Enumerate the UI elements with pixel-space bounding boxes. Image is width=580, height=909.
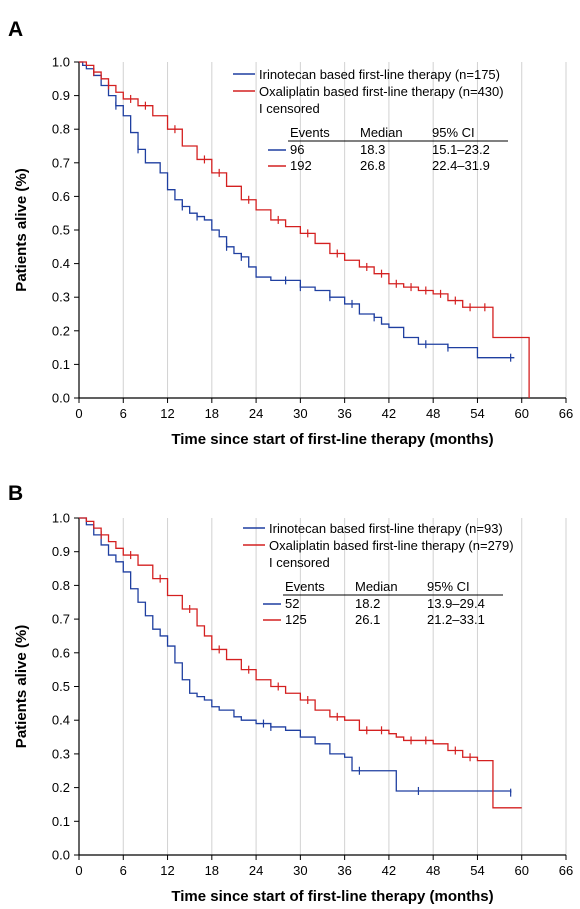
y-axis-title: Patients alive (%) [13, 168, 30, 291]
x-tick-label: 0 [75, 406, 82, 421]
y-tick-label: 0.0 [52, 848, 70, 863]
y-tick-label: 0.7 [52, 155, 70, 170]
x-tick-label: 54 [470, 406, 484, 421]
x-tick-label: 12 [160, 863, 174, 878]
x-tick-label: 36 [337, 863, 351, 878]
y-tick-label: 0.4 [52, 256, 70, 271]
x-tick-label: 66 [559, 863, 573, 878]
y-tick-label: 0.1 [52, 814, 70, 829]
y-tick-label: 0.9 [52, 88, 70, 103]
y-tick-label: 1.0 [52, 55, 70, 70]
y-tick-label: 0.6 [52, 189, 70, 204]
y-tick-label: 0.4 [52, 713, 70, 728]
stats-header: Events [290, 125, 330, 140]
legend-censored-note: I censored [259, 101, 320, 116]
stats-cell: 22.4–31.9 [432, 158, 490, 173]
stats-header: Median [360, 125, 403, 140]
y-tick-label: 0.7 [52, 612, 70, 627]
legend-entry: Irinotecan based first-line therapy (n=9… [269, 521, 503, 536]
stats-cell: 21.2–33.1 [427, 612, 485, 627]
x-tick-label: 24 [249, 406, 263, 421]
panel-letter: B [8, 482, 23, 505]
x-tick-label: 48 [426, 863, 440, 878]
x-tick-label: 60 [514, 406, 528, 421]
survival-curve-irinotecan [79, 517, 512, 793]
x-tick-label: 48 [426, 406, 440, 421]
x-tick-label: 0 [75, 863, 82, 878]
stats-cell: 52 [285, 596, 299, 611]
y-tick-label: 0.3 [52, 746, 70, 761]
stats-header: Events [285, 579, 325, 594]
x-tick-label: 60 [514, 863, 528, 878]
y-tick-label: 0.5 [52, 679, 70, 694]
x-tick-label: 18 [205, 863, 219, 878]
stats-cell: 18.2 [355, 596, 380, 611]
y-tick-label: 0.2 [52, 323, 70, 338]
y-tick-label: 0.2 [52, 780, 70, 795]
x-tick-label: 24 [249, 863, 263, 878]
panel-letter: A [8, 18, 23, 41]
x-tick-label: 66 [559, 406, 573, 421]
x-tick-label: 6 [120, 863, 127, 878]
y-axis-title: Patients alive (%) [13, 625, 30, 748]
stats-cell: 18.3 [360, 142, 385, 157]
y-tick-label: 0.8 [52, 122, 70, 137]
y-tick-label: 0.5 [52, 223, 70, 238]
stats-header: Median [355, 579, 398, 594]
stats-cell: 15.1–23.2 [432, 142, 490, 157]
y-tick-label: 0.3 [52, 290, 70, 305]
y-tick-label: 0.8 [52, 578, 70, 593]
survival-curve-irinotecan [79, 61, 515, 359]
x-axis-title: Time since start of first-line therapy (… [171, 888, 493, 905]
stats-header: 95% CI [427, 579, 470, 594]
x-tick-label: 18 [205, 406, 219, 421]
legend-entry: Irinotecan based first-line therapy (n=1… [259, 67, 500, 82]
stats-cell: 125 [285, 612, 307, 627]
stats-header: 95% CI [432, 125, 475, 140]
y-tick-label: 1.0 [52, 511, 70, 526]
legend-entry: Oxaliplatin based first-line therapy (n=… [259, 84, 504, 99]
stats-cell: 26.8 [360, 158, 385, 173]
legend-entry: Oxaliplatin based first-line therapy (n=… [269, 538, 514, 553]
stats-cell: 26.1 [355, 612, 380, 627]
x-tick-label: 42 [382, 406, 396, 421]
x-tick-label: 30 [293, 863, 307, 878]
survival-curve-oxaliplatin [79, 517, 522, 809]
x-tick-label: 54 [470, 863, 484, 878]
stats-cell: 96 [290, 142, 304, 157]
x-tick-label: 36 [337, 406, 351, 421]
stats-cell: 192 [290, 158, 312, 173]
x-tick-label: 6 [120, 406, 127, 421]
x-axis-title: Time since start of first-line therapy (… [171, 431, 493, 448]
y-tick-label: 0.0 [52, 391, 70, 406]
chart-panel-a: A 0.0 0.1 0.2 0.3 0.4 0.5 0.6 0.7 0.8 0.9 1.0 0 6 12 18… [8, 18, 573, 448]
chart-panel-b: B 0.0 0.1 0.2 0.3 0.4 0.5 0.6 0.7 0.8 0.9 1.0 0 6 12 18… [8, 482, 573, 905]
x-tick-label: 30 [293, 406, 307, 421]
y-tick-label: 0.6 [52, 645, 70, 660]
y-tick-label: 0.9 [52, 544, 70, 559]
legend-censored-note: I censored [269, 555, 330, 570]
x-tick-label: 42 [382, 863, 396, 878]
x-tick-label: 12 [160, 406, 174, 421]
stats-cell: 13.9–29.4 [427, 596, 485, 611]
y-tick-label: 0.1 [52, 357, 70, 372]
